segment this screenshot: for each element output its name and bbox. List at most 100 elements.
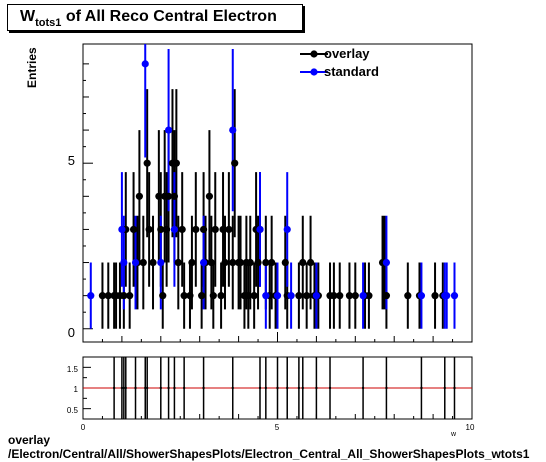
- y-tick-label-5: 5: [68, 153, 75, 168]
- ratio-point: [231, 386, 234, 390]
- overlay-point: [306, 258, 315, 267]
- ratio-point: [202, 386, 205, 390]
- standard-point: [157, 258, 165, 267]
- overlay-point: [211, 225, 219, 234]
- ratio-point: [120, 386, 124, 390]
- footer: overlay /Electron/Central/All/ShowerShap…: [8, 433, 529, 461]
- standard-point: [199, 258, 208, 267]
- legend: overlay standard: [300, 46, 379, 79]
- legend-standard-label: standard: [324, 64, 379, 79]
- overlay-point: [431, 292, 439, 300]
- ratio-point: [145, 386, 149, 390]
- ratio-y-tick-1.5: 1.5: [67, 365, 79, 374]
- chart-title-main: W: [20, 8, 36, 25]
- y-tick-label-0: 0: [68, 325, 75, 340]
- ratio-point: [276, 386, 279, 390]
- overlay-point: [143, 159, 151, 167]
- standard-point: [120, 258, 128, 267]
- overlay-point: [149, 258, 157, 267]
- chart-title: Wtots1 of All Reco Central Electron: [20, 8, 277, 29]
- overlay-point: [254, 258, 262, 267]
- main-data-points: [87, 60, 459, 300]
- overlay-point: [303, 292, 311, 300]
- overlay-point: [336, 292, 344, 300]
- overlay-point: [229, 258, 237, 267]
- legend-overlay-label: overlay: [324, 46, 370, 61]
- overlay-point: [163, 225, 171, 234]
- standard-point: [262, 292, 270, 300]
- main-error-bars: [87, 44, 458, 329]
- overlay-point: [198, 292, 206, 300]
- ratio-point: [453, 386, 456, 390]
- legend-overlay-marker: [310, 50, 318, 58]
- overlay-point: [172, 159, 180, 167]
- overlay-point: [170, 192, 179, 200]
- overlay-point: [217, 292, 225, 300]
- overlay-point: [120, 292, 128, 300]
- ratio-point: [301, 386, 304, 390]
- overlay-point: [98, 292, 107, 300]
- ratio-point: [297, 386, 301, 390]
- overlay-point: [221, 258, 229, 267]
- overlay-point: [262, 258, 270, 267]
- ratio-point: [264, 386, 268, 390]
- overlay-point: [104, 292, 112, 300]
- standard-point: [382, 258, 391, 267]
- overlay-point: [351, 292, 359, 300]
- ratio-point: [286, 386, 289, 390]
- ratio-data-points: [112, 386, 456, 390]
- overlay-point: [159, 292, 167, 300]
- overlay-point: [219, 225, 227, 234]
- standard-point: [118, 225, 126, 234]
- overlay-point: [126, 292, 134, 300]
- overlay-point: [180, 292, 188, 300]
- overlay-point: [404, 292, 412, 300]
- overlay-point: [225, 225, 233, 234]
- ratio-point: [328, 386, 332, 390]
- overlay-point: [299, 258, 307, 267]
- ratio-y-tick-1: 1: [74, 385, 79, 394]
- y-axis-label: Entries: [25, 47, 39, 88]
- overlay-point: [186, 292, 194, 300]
- ratio-point: [361, 386, 365, 390]
- overlay-point: [174, 258, 182, 267]
- standard-point: [312, 292, 320, 300]
- ratio-point: [167, 386, 170, 390]
- overlay-point: [129, 225, 138, 234]
- overlay-point: [281, 258, 289, 267]
- ratio-x-tick-0: 0: [81, 423, 86, 432]
- overlay-point: [244, 292, 252, 300]
- standard-point: [443, 292, 451, 300]
- overlay-point: [231, 159, 239, 167]
- chart-title-box: Wtots1 of All Reco Central Electron: [7, 4, 303, 31]
- overlay-point: [295, 292, 303, 300]
- overlay-point: [139, 258, 147, 267]
- overlay-point: [188, 258, 196, 267]
- overlay-point: [155, 192, 163, 200]
- overlay-point: [268, 258, 276, 267]
- chart-title-subscript: tots1: [35, 17, 62, 29]
- standard-point: [417, 292, 426, 300]
- ratio-point: [385, 386, 388, 390]
- overlay-point: [192, 225, 200, 234]
- ratio-point: [258, 386, 262, 390]
- main-axis-ticks: [82, 63, 473, 342]
- ratio-point: [159, 386, 162, 390]
- ratio-x-tick-5: 5: [275, 423, 280, 432]
- standard-point: [273, 292, 282, 300]
- overlay-point: [345, 292, 354, 300]
- x-axis-letter: w: [450, 431, 457, 438]
- ratio-point: [443, 386, 446, 390]
- overlay-point: [178, 225, 186, 234]
- standard-point: [164, 126, 173, 134]
- chart-title-rest: of All Reco Central Electron: [61, 8, 277, 25]
- overlay-point: [236, 258, 245, 267]
- overlay-point: [145, 225, 153, 234]
- ratio-point: [182, 386, 186, 390]
- overlay-point: [250, 292, 258, 300]
- overlay-point: [207, 258, 215, 267]
- ratio-x-tick-10: 10: [466, 423, 475, 432]
- overlay-point: [157, 225, 165, 234]
- ratio-point: [173, 386, 176, 390]
